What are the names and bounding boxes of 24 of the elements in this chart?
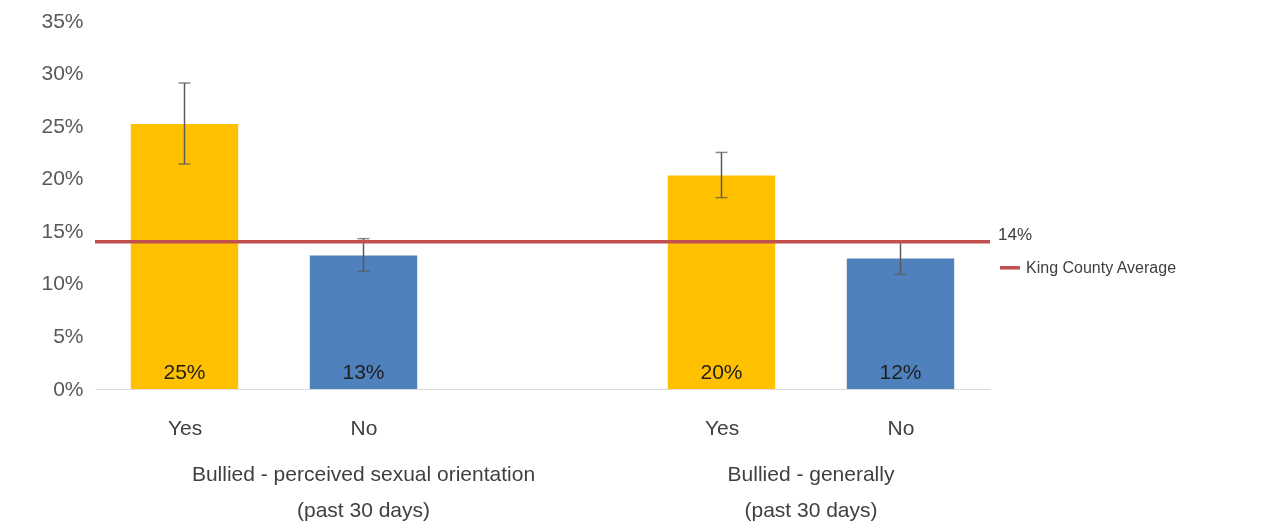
data-label: 25%: [163, 360, 206, 383]
bar: [130, 124, 239, 389]
x-tick-label: No: [887, 415, 915, 439]
y-tick-label: 10%: [41, 271, 84, 295]
y-tick-label: 15%: [41, 218, 84, 242]
data-label: 20%: [700, 360, 743, 383]
text: Bullied - perceived sexual orientation (past 30 days): [191, 462, 536, 521]
data-label: 13%: [342, 360, 385, 383]
x-tick-label: Yes: [704, 415, 740, 439]
y-tick-label: 0%: [53, 376, 84, 400]
y-tick-label: 5%: [53, 323, 84, 347]
y-tick-label: 30%: [41, 61, 84, 85]
y-tick-label: 35%: [41, 8, 84, 32]
bar: [667, 175, 776, 389]
text: 14%: [998, 224, 1033, 244]
data-label: 12%: [879, 360, 922, 383]
x-tick-label: No: [350, 415, 378, 439]
bar: [846, 258, 955, 389]
bar: [309, 255, 418, 389]
legend-label: King County Average: [1026, 258, 1177, 276]
y-tick-label: 20%: [41, 166, 84, 190]
x-tick-label: Yes: [167, 415, 203, 439]
text: Bullied - generally (past 30 days): [727, 462, 895, 521]
y-tick-label: 25%: [41, 113, 84, 137]
